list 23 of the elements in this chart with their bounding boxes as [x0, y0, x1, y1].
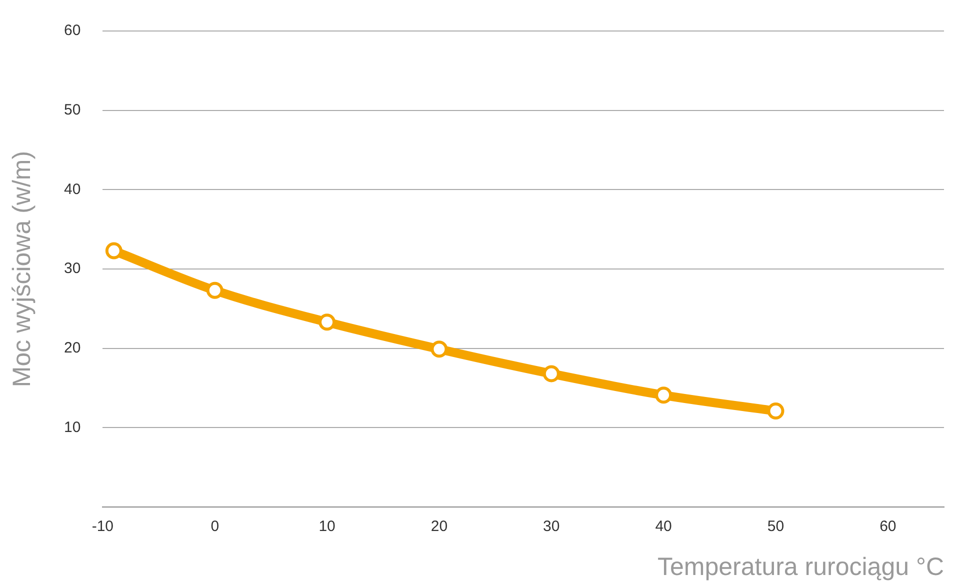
y-tick-label: 30: [64, 260, 81, 278]
x-tick-label: 10: [318, 518, 336, 536]
point: [318, 314, 336, 331]
x-tick-label: 50: [767, 518, 784, 536]
point: [655, 386, 672, 404]
point: [206, 282, 224, 299]
x-tick-label: 30: [543, 518, 560, 536]
x-tick-label: 0: [210, 518, 220, 536]
point: [430, 340, 448, 358]
y-axis-title: Moc wyjściowa (w/m): [8, 150, 36, 388]
point: [767, 402, 784, 420]
y-tick-label: 20: [64, 339, 81, 356]
y-tick-label: 50: [64, 101, 81, 118]
y-tick-label: 40: [64, 180, 81, 198]
x-tick-label: 20: [430, 518, 448, 536]
point: [105, 242, 122, 260]
x-tick-label: -10: [92, 518, 114, 536]
x-axis-title: Temperatura rurociągu °C: [657, 552, 944, 581]
y-tick-label: 10: [64, 418, 81, 436]
x-tick-label: 60: [880, 518, 896, 536]
point: [542, 365, 560, 382]
y-tick-label: 60: [64, 22, 81, 40]
x-tick-label: 40: [655, 518, 672, 536]
